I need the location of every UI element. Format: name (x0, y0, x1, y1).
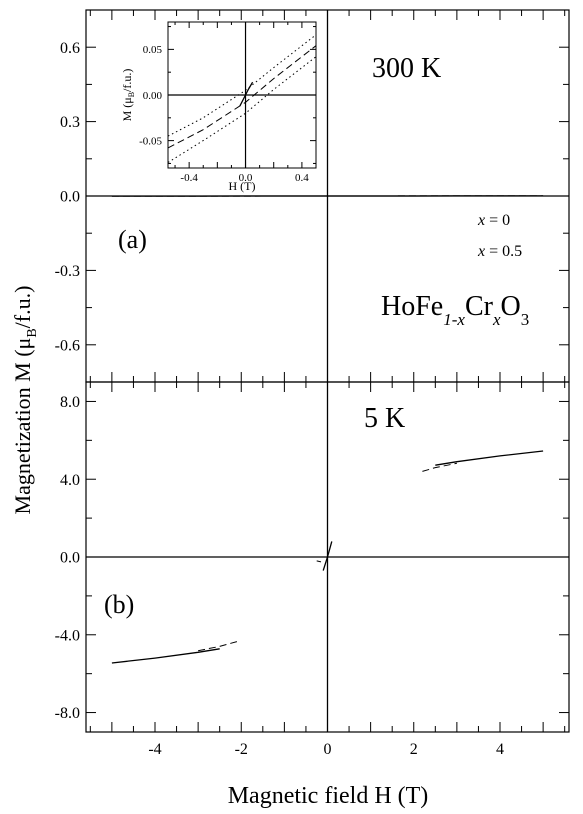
legend-value-0: = 0 (485, 212, 510, 229)
inset-ylabel-tail: /f.u.) (120, 69, 134, 92)
y-axis-label-tail: /f.u.) (10, 286, 35, 329)
panel-b-series-2 (435, 450, 544, 466)
inset-ytick-label: -0.05 (139, 135, 162, 147)
y-axis-label: Magnetization M (μB/f.u.) (10, 286, 40, 515)
inset-ylabel-sub: B (127, 92, 136, 97)
tick-labels: 0.60.30.0-0.3-0.60.050.00-0.05-0.4 0.0 0.4… (55, 40, 504, 758)
panel-a-ytick-label: 0.3 (60, 114, 80, 131)
panel-b-ytick-label: -4.0 (55, 627, 80, 644)
panel-a-label: (a) (118, 225, 147, 254)
panel-b-xtick-label: -4 (148, 741, 161, 758)
panel-b-ytick-label: 4.0 (60, 472, 80, 489)
compound-formula: HoFe1-xCrxO3 (381, 291, 529, 329)
inset-ylabel-main: M (μ (120, 97, 134, 121)
temperature-label-b: 5 K (364, 403, 405, 434)
panel-b-series-3 (422, 462, 457, 472)
formula-mid: Cr (465, 291, 494, 322)
y-axis-label-sub: B (25, 328, 40, 337)
panel-a-ytick-label: -0.6 (55, 337, 80, 354)
zero-lines (86, 10, 569, 732)
panel-a-ticks (86, 9, 569, 383)
panel-a-ytick-label: 0.6 (60, 40, 80, 57)
inset-ylabel: M (μB/f.u.) (120, 69, 136, 122)
inset-xlabel: H (T) (229, 179, 256, 193)
legend-entry-1: x = 0.5 (477, 243, 522, 260)
panel-b-ytick-label: 0.0 (60, 550, 80, 567)
legend-value-1: = 0.5 (485, 243, 522, 260)
formula-tail: O (501, 291, 521, 322)
x-axis-label: Magnetic field H (T) (228, 783, 429, 809)
temperature-label-a: 300 K (372, 53, 441, 84)
legend-var-1: x (477, 243, 485, 260)
inset-xtick-label: -0.4 (180, 172, 198, 184)
data-curves (111, 34, 544, 664)
panel-b-xtick-label: 2 (410, 741, 418, 758)
inset-xtick-label: 0.4 (295, 172, 309, 184)
legend-entry-0: x = 0 (477, 212, 510, 229)
inset-ytick-label: 0.05 (143, 44, 163, 56)
formula-sub2: x (492, 310, 501, 329)
legend-var-0: x (477, 212, 485, 229)
panel-b-series-5 (316, 560, 322, 563)
formula-base: HoFe (381, 291, 443, 322)
y-axis-label-main: Magnetization M (μ (10, 338, 35, 515)
formula-sub3: 3 (521, 310, 530, 329)
inset-ytick-label: 0.00 (143, 90, 163, 102)
inset-series-2 (167, 56, 317, 163)
panel-b-ytick-label: -8.0 (55, 705, 80, 722)
panel-b-xtick-label: 0 (324, 741, 332, 758)
panel-b-series-0 (111, 648, 220, 664)
legend: x = 0 x = 0.5 (477, 212, 522, 260)
inset-series-1 (167, 34, 317, 137)
panel-b-xtick-label: -2 (235, 741, 248, 758)
panel-b-label: (b) (104, 590, 134, 619)
inset-series-3 (167, 45, 317, 149)
panel-b-xtick-label: 4 (496, 741, 504, 758)
panel-b-series-4 (322, 541, 333, 571)
formula-sub1: 1-x (443, 310, 465, 329)
panel-a-ytick-label: -0.3 (55, 263, 80, 280)
panel-a-ytick-label: 0.0 (60, 189, 80, 206)
inset-xtick-label: 0.0 (239, 172, 253, 184)
panel-b-ytick-label: 8.0 (60, 394, 80, 411)
panel-b-series-1 (198, 641, 238, 652)
